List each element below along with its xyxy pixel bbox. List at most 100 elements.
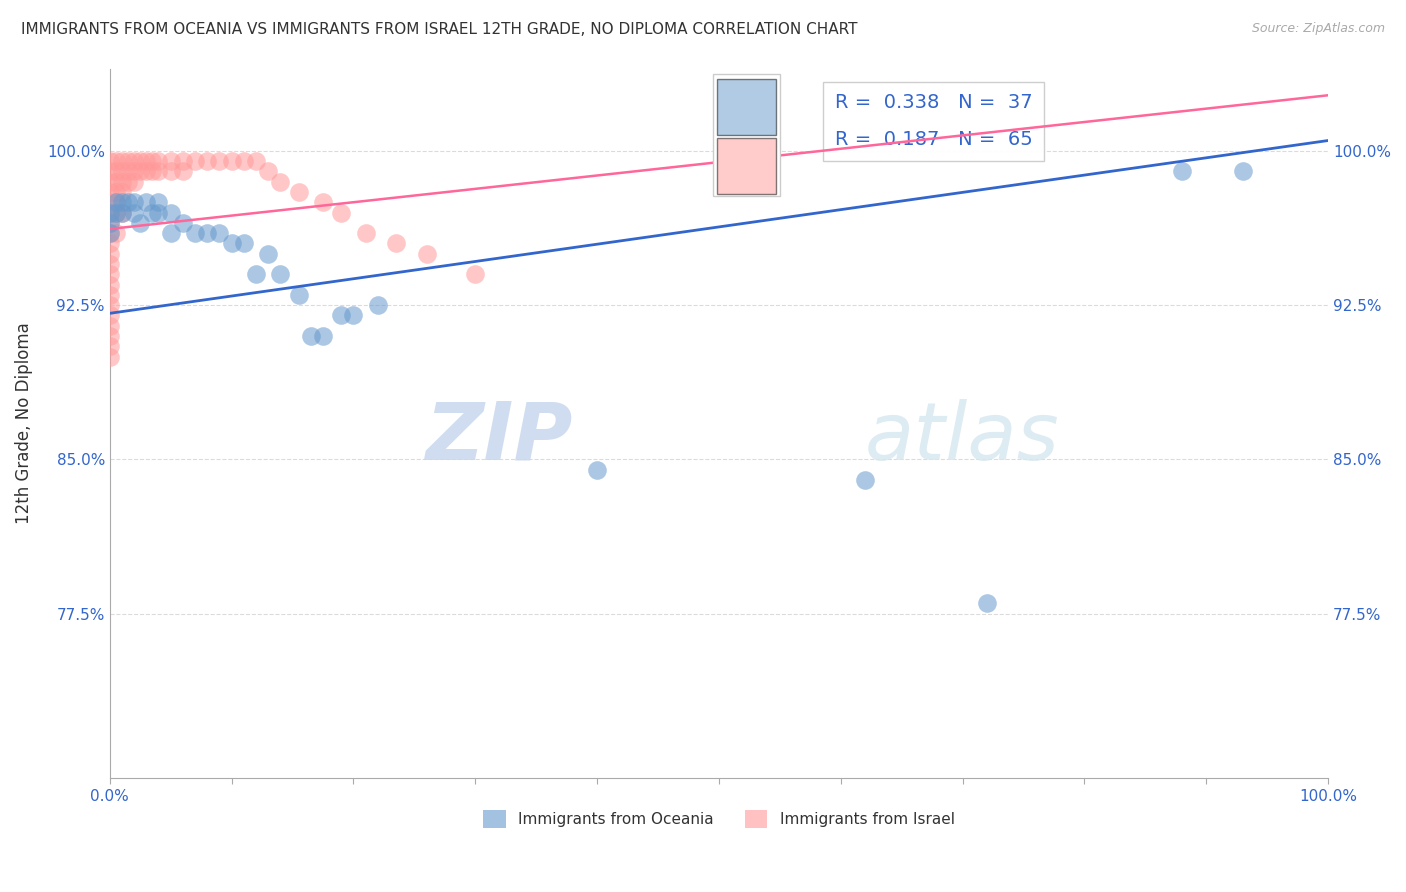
Point <box>98 318 121 333</box>
Point <box>117 195 139 210</box>
Point <box>129 164 152 178</box>
Point <box>111 175 134 189</box>
Point <box>122 154 145 169</box>
Text: IMMIGRANTS FROM OCEANIA VS IMMIGRANTS FROM ISRAEL 12TH GRADE, NO DIPLOMA CORRELA: IMMIGRANTS FROM OCEANIA VS IMMIGRANTS FR… <box>21 22 858 37</box>
Point <box>111 205 134 219</box>
Point <box>976 596 998 610</box>
Point <box>98 257 121 271</box>
Point <box>104 195 127 210</box>
Point <box>586 463 609 477</box>
Point <box>98 205 121 219</box>
Point <box>104 226 127 240</box>
Legend: Immigrants from Oceania, Immigrants from Israel: Immigrants from Oceania, Immigrants from… <box>477 804 960 834</box>
Point <box>98 175 121 189</box>
Point <box>98 309 121 323</box>
Point <box>299 329 322 343</box>
Point <box>98 226 121 240</box>
Point <box>195 226 218 240</box>
FancyBboxPatch shape <box>717 79 776 136</box>
Point <box>148 205 170 219</box>
Point <box>98 329 121 343</box>
Point <box>269 267 291 281</box>
Point <box>117 175 139 189</box>
Point <box>330 309 353 323</box>
Point <box>122 175 145 189</box>
Text: Source: ZipAtlas.com: Source: ZipAtlas.com <box>1251 22 1385 36</box>
Point <box>141 154 163 169</box>
Point <box>98 246 121 260</box>
Point <box>98 216 121 230</box>
Point <box>122 164 145 178</box>
Point <box>385 236 408 251</box>
Point <box>98 350 121 364</box>
Point <box>98 226 121 240</box>
Point <box>1232 164 1254 178</box>
Point <box>111 154 134 169</box>
Point <box>98 236 121 251</box>
Point <box>148 164 170 178</box>
Point <box>104 205 127 219</box>
Point <box>172 154 194 169</box>
Point <box>111 195 134 210</box>
Point <box>104 185 127 199</box>
Point <box>312 195 335 210</box>
Point <box>98 287 121 301</box>
Point <box>342 309 364 323</box>
Point <box>367 298 389 312</box>
Text: R =  0.338   N =  37
R =  0.187   N =  65: R = 0.338 N = 37 R = 0.187 N = 65 <box>835 94 1032 149</box>
Point <box>257 246 280 260</box>
Point <box>104 195 127 210</box>
Point <box>148 195 170 210</box>
Point <box>104 175 127 189</box>
Point <box>245 154 267 169</box>
Point <box>232 236 254 251</box>
Point <box>98 185 121 199</box>
Point <box>184 154 207 169</box>
Point <box>141 205 163 219</box>
Point <box>853 473 876 487</box>
Point <box>257 164 280 178</box>
Point <box>287 185 309 199</box>
Point <box>117 164 139 178</box>
Point <box>122 205 145 219</box>
Point <box>98 216 121 230</box>
Point <box>135 164 157 178</box>
Text: ZIP: ZIP <box>426 399 572 476</box>
Point <box>221 154 243 169</box>
Point <box>159 226 181 240</box>
Point <box>129 154 152 169</box>
Point <box>98 154 121 169</box>
Point <box>172 164 194 178</box>
Point <box>354 226 377 240</box>
Point <box>129 216 152 230</box>
Point <box>415 246 437 260</box>
Point <box>141 164 163 178</box>
Point <box>195 154 218 169</box>
Point <box>208 154 231 169</box>
Point <box>98 195 121 210</box>
Point <box>172 216 194 230</box>
Point <box>98 277 121 292</box>
Point <box>111 164 134 178</box>
Point <box>159 205 181 219</box>
Point <box>159 154 181 169</box>
Point <box>98 164 121 178</box>
Text: atlas: atlas <box>865 399 1060 476</box>
Point <box>135 195 157 210</box>
Point <box>464 267 486 281</box>
Point <box>221 236 243 251</box>
Point <box>117 154 139 169</box>
Point <box>98 339 121 353</box>
Point <box>98 298 121 312</box>
Point <box>104 154 127 169</box>
Point <box>1171 164 1194 178</box>
FancyBboxPatch shape <box>717 138 776 194</box>
Point <box>104 164 127 178</box>
Point <box>330 205 353 219</box>
Point <box>111 185 134 199</box>
Point <box>232 154 254 169</box>
Point <box>104 205 127 219</box>
Point <box>98 267 121 281</box>
Point <box>184 226 207 240</box>
Point <box>122 195 145 210</box>
